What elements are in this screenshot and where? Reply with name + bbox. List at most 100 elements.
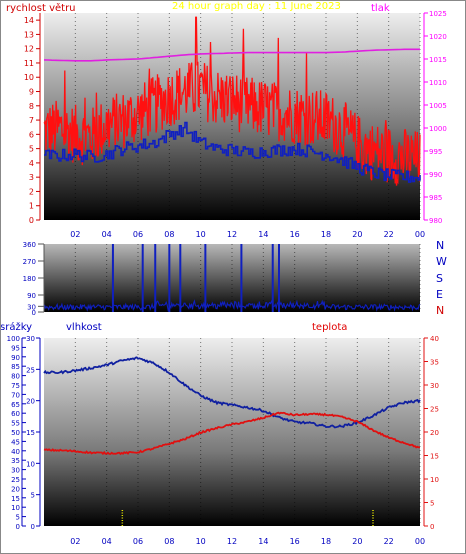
- wind-x-tick-label: 10: [196, 230, 206, 239]
- temperature-y-tick-label: 10: [430, 476, 439, 484]
- temperature-y-tick-label: 40: [430, 335, 439, 343]
- climate-x-tick-label: 00: [415, 537, 425, 546]
- rain-y-tick-label: 90: [11, 354, 20, 362]
- rain-y-tick-label: 70: [11, 391, 20, 399]
- wind-x-tick-label: 22: [384, 230, 394, 239]
- pressure-y-tick-label: 1020: [429, 33, 447, 41]
- rain-y-tick-label: 25: [11, 476, 20, 484]
- rain-y-tick-label: 45: [11, 438, 20, 446]
- wind-y-tick-label: 9: [29, 88, 34, 97]
- pressure-y-tick-label: 990: [429, 171, 442, 179]
- wind-y-tick-label: 10: [24, 73, 34, 82]
- rain-y-tick-label: 100: [7, 335, 20, 343]
- wind-grid: [74, 13, 421, 220]
- wind-x-tick-label: 16: [290, 230, 300, 239]
- humidity-y-tick-label: 30: [26, 335, 35, 343]
- humidity-y-tick-label: 25: [26, 366, 35, 374]
- rain-axis-label: srážky: [0, 321, 32, 333]
- rain-y-tick-label: 65: [11, 401, 20, 409]
- temperature-y-tick-label: 5: [430, 500, 434, 508]
- direction-plot-area: [44, 244, 420, 312]
- wind-y-tick-label: 3: [29, 173, 34, 182]
- pressure-y-tick-label: 1010: [429, 79, 447, 87]
- wind-y-tick-label: 13: [24, 30, 34, 39]
- pressure-line: [43, 48, 420, 62]
- pressure-y-tick-label: 995: [429, 148, 442, 156]
- rain-y-tick-label: 15: [11, 495, 20, 503]
- temperature-y-tick-label: 15: [430, 453, 439, 461]
- climate-series: [43, 356, 421, 526]
- wind-x-tick-label: 20: [352, 230, 362, 239]
- rain-y-tick-label: 30: [11, 467, 20, 475]
- rain-y-tick-label: 85: [11, 363, 20, 371]
- direction-y-tick-label: 180: [23, 275, 36, 283]
- humidity-y-tick-label: 10: [26, 460, 35, 468]
- rain-y-tick-label: 75: [11, 382, 20, 390]
- climate-x-tick-label: 14: [258, 537, 268, 546]
- direction-y-tick-label: 270: [23, 258, 36, 266]
- temperature-y-tick-label: 30: [430, 382, 439, 390]
- humidity-y-tick-label: 0: [31, 523, 35, 531]
- wind-x-tick-label: 06: [133, 230, 143, 239]
- wind-x-tick-label: 00: [415, 230, 425, 239]
- rain-y-tick-label: 10: [11, 504, 20, 512]
- rain-y-tick-label: 80: [11, 373, 20, 381]
- humidity-axis-label: vlhkost: [66, 322, 102, 333]
- compass-east-label: E: [436, 288, 443, 301]
- wind-y-tick-label: 8: [29, 102, 34, 111]
- direction-base-line: [43, 299, 421, 312]
- pressure-y-tick-label: 1005: [429, 102, 447, 110]
- wind-y-tick-label: 5: [29, 145, 34, 154]
- wind-x-tick-label: 12: [227, 230, 237, 239]
- wind-y-tick-label: 12: [24, 45, 34, 54]
- wind-x-tick-label: 04: [102, 230, 112, 239]
- rain-y-tick-label: 40: [11, 448, 20, 456]
- wind-series: [43, 16, 421, 186]
- pressure-y-tick-label: 980: [429, 217, 442, 225]
- compass-north-bottom-label: N: [436, 304, 444, 317]
- climate-x-tick-label: 16: [290, 537, 300, 546]
- rain-y-tick-label: 60: [11, 410, 20, 418]
- climate-x-tick-label: 06: [133, 537, 143, 546]
- temperature-y-tick-label: 35: [430, 359, 439, 367]
- direction-y-tick-label: 90: [27, 292, 36, 300]
- wind-y-tick-label: 6: [29, 130, 34, 139]
- climate-x-tick-label: 18: [321, 537, 331, 546]
- climate-x-tick-label: 22: [384, 537, 394, 546]
- climate-x-tick-label: 04: [102, 537, 112, 546]
- pressure-y-tick-label: 1015: [429, 56, 447, 64]
- temperature-axis-label: teplota: [312, 322, 347, 333]
- rain-y-tick-label: 95: [11, 344, 20, 352]
- pressure-y-tick-label: 1025: [429, 10, 447, 18]
- wind-x-tick-label: 14: [258, 230, 268, 239]
- climate-x-tick-label: 20: [352, 537, 362, 546]
- rain-y-tick-label: 55: [11, 420, 20, 428]
- wind-x-tick-label: 08: [164, 230, 174, 239]
- wind-y-tick-label: 7: [29, 116, 34, 125]
- wind-y-tick-label: 0: [29, 216, 34, 225]
- climate-x-tick-label: 08: [164, 537, 174, 546]
- wind-y-tick-label: 2: [29, 187, 34, 196]
- rain-y-tick-label: 50: [11, 429, 20, 437]
- wind-average-line: [44, 121, 421, 183]
- compass-north-label: N: [436, 239, 444, 252]
- climate-x-tick-label: 12: [227, 537, 237, 546]
- wind-y-tick-label: 11: [24, 59, 34, 68]
- direction-series: [43, 244, 421, 312]
- pressure-y-tick-label: 1000: [429, 125, 447, 133]
- rain-y-tick-label: 0: [16, 523, 20, 531]
- compass-south-label: S: [436, 272, 443, 285]
- rain-y-tick-label: 20: [11, 485, 20, 493]
- compass-west-label: W: [436, 255, 447, 268]
- wind-x-tick-label: 18: [321, 230, 331, 239]
- humidity-y-tick-label: 15: [26, 429, 35, 437]
- direction-y-tick-label: 360: [23, 241, 36, 249]
- chart-title: 24 hour graph day : 11 June 2023: [172, 1, 341, 12]
- humidity-y-tick-label: 20: [26, 398, 35, 406]
- rain-y-tick-label: 5: [16, 514, 20, 522]
- direction-y-tick-label: 30: [27, 303, 36, 311]
- humidity-y-tick-label: 5: [31, 492, 35, 500]
- wind-y-tick-label: 4: [29, 159, 34, 168]
- climate-x-tick-label: 02: [70, 537, 80, 546]
